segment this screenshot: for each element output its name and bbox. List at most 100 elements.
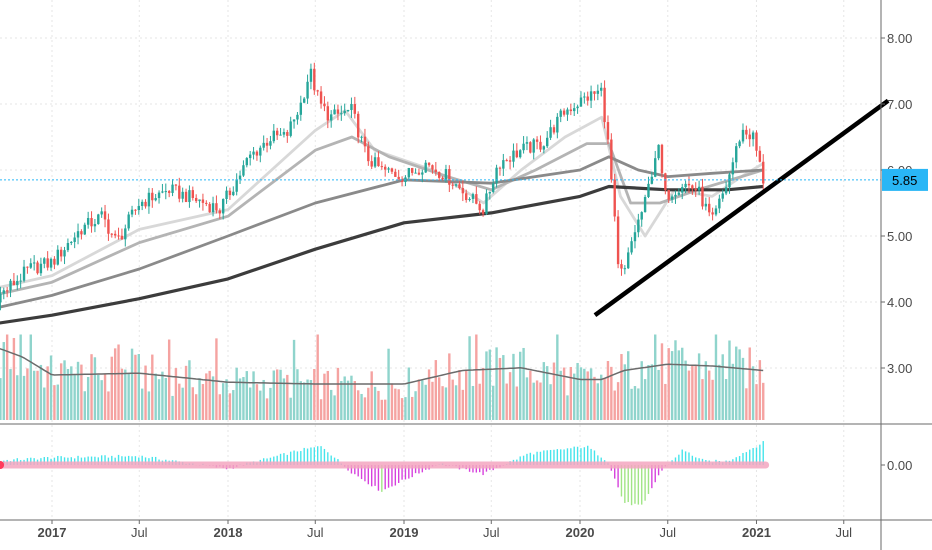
candle-body — [370, 161, 373, 167]
volume-bar — [721, 354, 724, 420]
volume-bar — [2, 342, 5, 420]
volume-bar — [718, 364, 721, 420]
time-tick-label: Jul — [835, 525, 852, 540]
candle-body — [174, 184, 178, 186]
volume-bar — [637, 388, 640, 420]
candle-body — [613, 179, 616, 217]
candle-body — [546, 137, 549, 147]
volume-bar — [410, 396, 414, 420]
candle-body — [80, 231, 83, 235]
candle-body — [606, 122, 610, 140]
oscillator-pane — [0, 441, 770, 506]
candle-body — [664, 173, 667, 191]
volume-bar — [316, 334, 319, 420]
volume-bar — [360, 393, 363, 420]
volume-bar — [323, 373, 326, 420]
last-price-tag — [882, 168, 928, 191]
candle-body — [721, 193, 724, 199]
volume-bar — [492, 385, 495, 420]
candle-body — [583, 96, 586, 98]
candle-body — [29, 263, 32, 268]
volume-bar — [151, 354, 154, 420]
candle-body — [144, 201, 147, 207]
candle-body — [188, 190, 191, 203]
candle-body — [171, 184, 174, 193]
candle-body — [198, 199, 201, 202]
volume-bar — [265, 398, 269, 420]
volume-bar — [589, 368, 593, 420]
volume-bar — [306, 379, 309, 420]
volume-bar — [573, 373, 576, 420]
candle-body — [12, 280, 16, 286]
volume-bar — [579, 367, 583, 420]
candle-body — [363, 136, 367, 147]
volume-bar — [340, 380, 343, 420]
candle-body — [19, 280, 22, 282]
candle-body — [637, 219, 640, 233]
candle-body — [299, 102, 303, 115]
candle-body — [313, 68, 316, 91]
candle-body — [522, 143, 525, 151]
volume-bar — [539, 382, 542, 420]
candle-body — [640, 212, 643, 220]
candle-body — [221, 198, 225, 214]
candle-body — [53, 258, 56, 265]
candle-body — [86, 218, 90, 225]
candle-body — [410, 167, 414, 173]
volume-bar — [600, 374, 603, 420]
volume-bar — [22, 375, 26, 420]
candle-body — [502, 160, 505, 169]
volume-bar — [454, 385, 458, 420]
volume-bar — [194, 394, 198, 420]
axes: 8.007.006.005.004.003.005.850.002017Jul2… — [38, 31, 928, 540]
candle-body — [194, 197, 198, 202]
candle-body — [559, 110, 562, 117]
candle-body — [461, 188, 465, 194]
candle-body — [302, 98, 306, 103]
volume-bar — [211, 376, 215, 420]
trendline-drawing[interactable] — [593, 98, 890, 318]
candle-body — [448, 169, 451, 185]
candle-body — [356, 113, 360, 138]
candle-body — [107, 219, 110, 234]
volume-bar — [83, 391, 86, 420]
candle-body — [525, 142, 529, 144]
volume-bar — [97, 374, 100, 420]
candle-body — [762, 161, 765, 184]
candle-body — [758, 150, 762, 162]
volume-bar — [70, 366, 73, 420]
volume-bar — [529, 370, 532, 420]
volume-bar — [313, 368, 316, 420]
volume-bar — [400, 398, 404, 420]
candle-body — [117, 235, 120, 237]
volume-bar — [367, 387, 370, 420]
candle-body — [643, 197, 647, 213]
volume-bar — [728, 340, 731, 420]
volume-bar — [458, 370, 461, 420]
candle-body — [215, 203, 218, 211]
candle-body — [306, 81, 309, 99]
candle-body — [350, 104, 353, 111]
volume-bar — [478, 383, 481, 420]
candle-body — [2, 290, 5, 294]
volume-bar — [630, 388, 633, 420]
volume-bar — [232, 390, 235, 420]
volume-bar — [167, 339, 171, 420]
candle-body — [56, 249, 59, 265]
candle-body — [205, 202, 208, 204]
volume-bar — [576, 362, 579, 420]
candle-body — [684, 183, 687, 188]
volume-bar — [471, 385, 475, 420]
volume-bar — [292, 339, 296, 420]
candle-body — [724, 187, 728, 194]
volume-bar — [235, 367, 238, 420]
volume-bar — [289, 397, 292, 420]
volume-bar — [319, 399, 323, 420]
volume-bar — [414, 391, 417, 420]
volume-bar — [171, 395, 174, 420]
volume-bar — [549, 384, 552, 420]
volume-bar — [29, 334, 32, 420]
candle-body — [694, 188, 697, 191]
candle-body — [667, 190, 670, 200]
